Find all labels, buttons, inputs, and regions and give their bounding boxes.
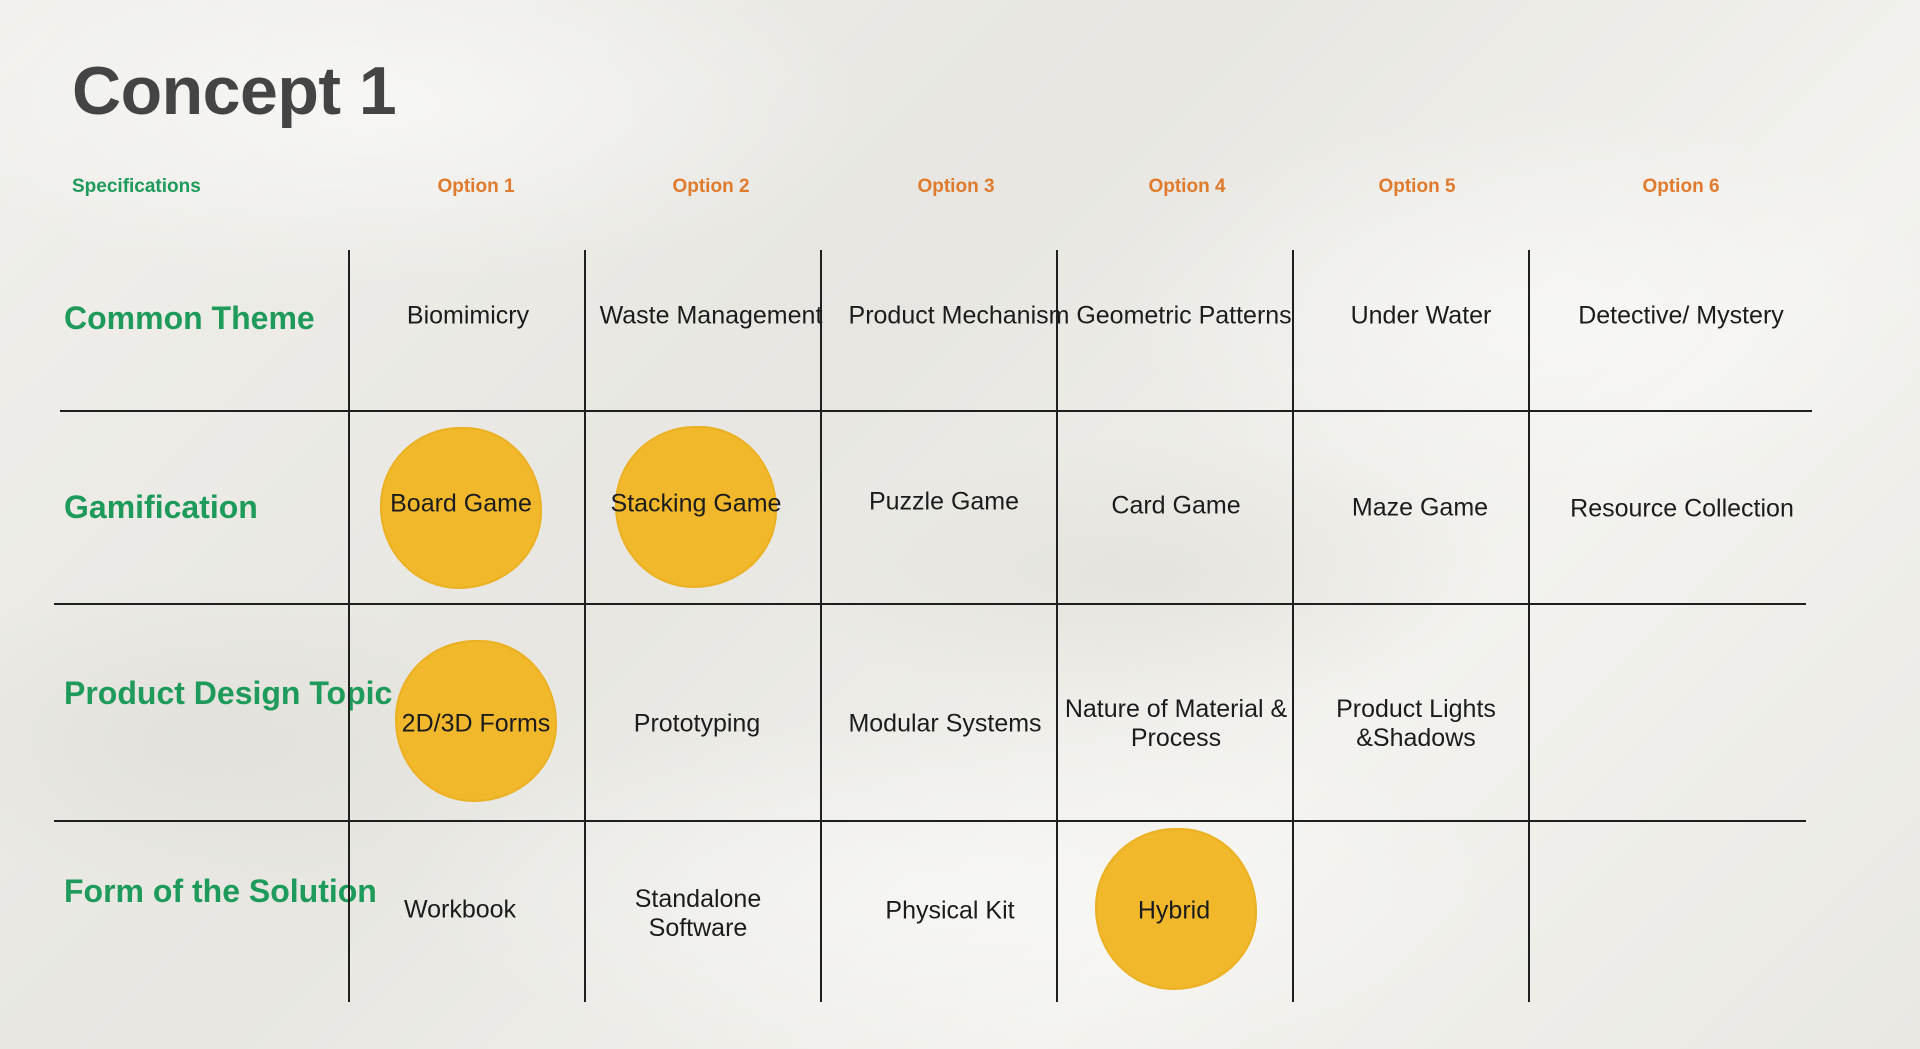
row-label-gamification: Gamification [64,489,258,525]
cell-form-option-1: Workbook [403,895,517,924]
cell-common-theme-option-5: Under Water [1350,301,1492,330]
cell-product-design-option-4: Nature of Material & Process [1064,695,1288,752]
cell-common-theme-option-1: Biomimicry [406,301,530,330]
grid-vertical-line [1292,250,1294,1002]
page-title: Concept 1 [72,53,397,129]
cell-gamification-option-6: Resource Collection [1570,494,1794,523]
cell-gamification-option-1: Board Game [390,489,532,518]
option-3-header: Option 3 [917,176,995,197]
specifications-header: Specifications [72,176,201,197]
cell-gamification-option-5: Maze Game [1351,493,1489,522]
cell-product-design-option-2: Prototyping [633,709,761,738]
row-label-product-design-topic: Product Design Topic [64,675,393,711]
highlight-circle [380,427,542,589]
grid-vertical-line [820,250,822,1002]
cell-form-option-4: Hybrid [1137,896,1211,925]
cell-form-option-2: Standalone Software [634,885,762,942]
cell-product-design-option-1: 2D/3D Forms [401,709,551,738]
cell-common-theme-option-3: Product Mechanism [848,301,1070,330]
grid-horizontal-line [54,820,1806,822]
option-2-header: Option 2 [672,176,750,197]
cell-gamification-option-3: Puzzle Game [868,487,1020,516]
grid-vertical-line [348,250,350,1002]
row-label-form-of-solution: Form of the Solution [64,873,377,909]
option-1-header: Option 1 [437,176,515,197]
cell-product-design-option-5: Product Lights &Shadows [1336,695,1496,752]
cell-gamification-option-4: Card Game [1111,491,1241,520]
cell-common-theme-option-2: Waste Management [599,301,823,330]
cell-product-design-option-3: Modular Systems [848,709,1042,738]
option-4-header: Option 4 [1148,176,1226,197]
grid-vertical-line [584,250,586,1002]
cell-common-theme-option-4: Geometric Patterns [1076,301,1292,330]
grid-vertical-line [1528,250,1530,1002]
row-label-common-theme: Common Theme [64,300,315,336]
option-5-header: Option 5 [1378,176,1456,197]
highlight-circle [615,426,777,588]
cell-common-theme-option-6: Detective/ Mystery [1578,301,1784,330]
highlight-circle [395,640,557,802]
grid-vertical-line [1056,250,1058,1002]
cell-gamification-option-2: Stacking Game [610,489,782,518]
option-6-header: Option 6 [1642,176,1720,197]
grid-horizontal-line [60,410,1812,412]
highlight-circle [1095,828,1257,990]
grid-horizontal-line [54,603,1806,605]
cell-form-option-3: Physical Kit [885,896,1015,925]
